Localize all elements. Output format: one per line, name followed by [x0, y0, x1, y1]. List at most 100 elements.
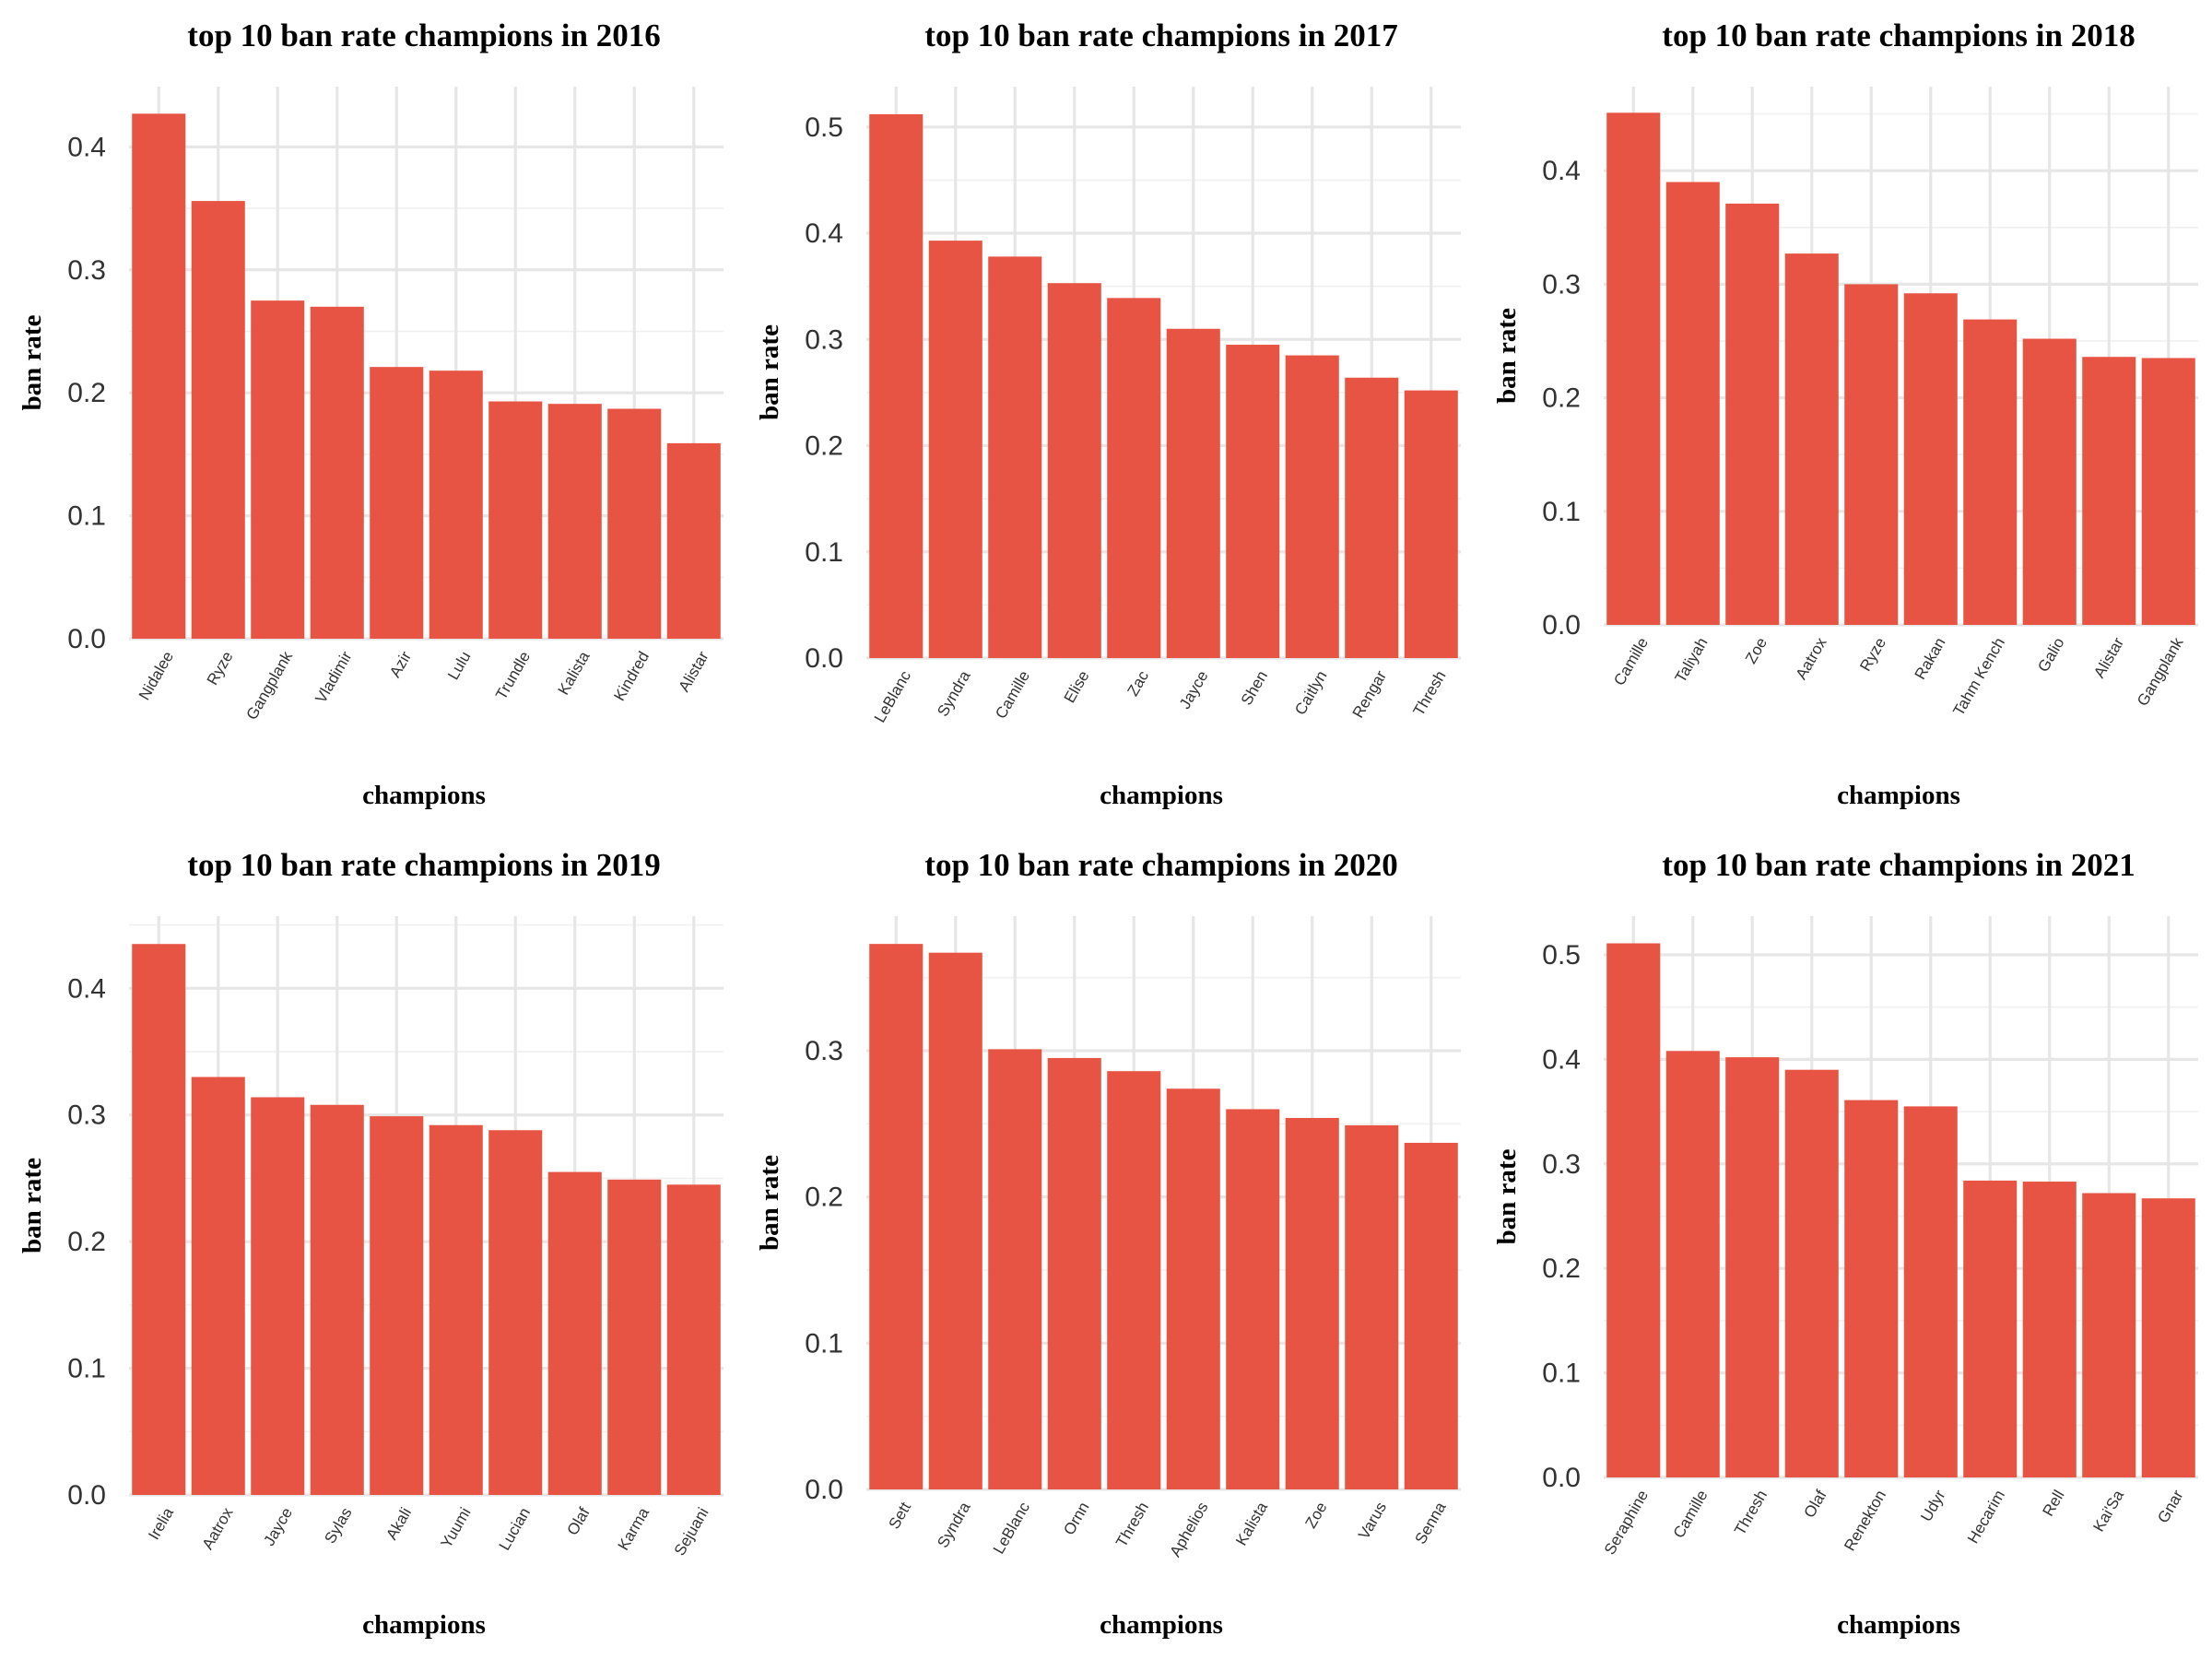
- bar: [1404, 390, 1458, 658]
- x-tick-label: Nidalee: [135, 649, 177, 703]
- bar: [1285, 355, 1339, 658]
- x-tick-label: Camille: [1610, 635, 1652, 689]
- bar: [1725, 1057, 1780, 1477]
- bar: [1166, 328, 1220, 658]
- x-tick-label: Sejuani: [671, 1505, 712, 1559]
- bars: [869, 113, 1458, 658]
- chart-title: top 10 ban rate champions in 2017: [924, 18, 1397, 53]
- x-axis-label: champions: [1837, 1610, 1960, 1640]
- bar: [370, 1116, 424, 1495]
- bar: [2022, 338, 2077, 625]
- y-tick-label: 0.0: [1542, 610, 1581, 641]
- bar: [1226, 1109, 1280, 1489]
- y-tick-label: 0.3: [1542, 269, 1581, 300]
- x-tick-label: Olaf: [564, 1504, 594, 1538]
- y-tick-label: 0.2: [67, 378, 106, 408]
- bar: [2082, 1193, 2136, 1477]
- bar: [2022, 1182, 2077, 1477]
- chart-panel-2019: 0.0 0.1 0.2 0.3 0.4 Irelia Aatrox Jayce Sylas Aka…: [18, 847, 724, 1640]
- y-tick-labels: 0.0 0.1 0.2 0.3 0.4: [67, 973, 106, 1511]
- bar: [132, 944, 186, 1495]
- bar: [132, 113, 186, 639]
- chart-title: top 10 ban rate champions in 2016: [187, 18, 660, 53]
- x-tick-labels: Nidalee Ryze Gangplank Vladimir Azir Lulu Trun…: [135, 648, 712, 723]
- bar: [1844, 284, 1899, 625]
- bar: [607, 1179, 662, 1495]
- bar: [191, 1077, 245, 1495]
- x-tick-label: Caitlyn: [1291, 668, 1330, 719]
- y-tick-label: 0.3: [1542, 1149, 1581, 1180]
- bar: [488, 1130, 543, 1495]
- bar: [1784, 253, 1839, 625]
- x-tick-labels: Irelia Aatrox Jayce Sylas Akali Yuumi Lucian Ol…: [145, 1504, 712, 1559]
- bar: [988, 256, 1042, 658]
- x-tick-label: Camille: [1670, 1488, 1712, 1542]
- bar: [1107, 298, 1161, 658]
- chart-panel-2016: 0.0 0.1 0.2 0.3 0.4 Nidalee Ryze Gangplank Vladi…: [18, 18, 724, 810]
- y-tick-label: 0.1: [67, 501, 106, 532]
- x-tick-label: LeBlanc: [871, 667, 914, 725]
- x-tick-label: Ryze: [1856, 635, 1889, 675]
- bar: [547, 404, 602, 639]
- bar: [869, 944, 924, 1489]
- y-tick-label: 0.3: [67, 255, 106, 286]
- bars: [1606, 112, 2195, 626]
- bar: [928, 952, 982, 1489]
- bar: [1665, 1051, 1720, 1477]
- bar: [191, 201, 245, 640]
- y-axis-label: ban rate: [18, 314, 47, 410]
- bars: [869, 944, 1458, 1489]
- y-tick-label: 0.2: [805, 1182, 843, 1213]
- x-tick-labels: Sett Syndra LeBlanc Ornn Thresh Aphelios Kalis…: [886, 1499, 1450, 1559]
- bar: [2141, 1198, 2195, 1477]
- x-axis-label: champions: [362, 1610, 486, 1640]
- x-tick-label: Sylas: [321, 1505, 355, 1547]
- bar: [310, 1104, 364, 1495]
- bar: [1345, 377, 1399, 658]
- bar: [1725, 203, 1780, 625]
- bar: [988, 1049, 1042, 1489]
- x-tick-label: Akali: [382, 1505, 415, 1543]
- chart-panel-2017: 0.0 0.1 0.2 0.3 0.4 0.5 LeBlanc Syndra Camille El…: [755, 18, 1461, 810]
- y-tick-label: 0.2: [1542, 1253, 1581, 1284]
- y-axis-label: ban rate: [1492, 1148, 1522, 1244]
- x-tick-label: Gangplank: [243, 648, 297, 723]
- x-axis-label: champions: [1100, 781, 1223, 810]
- bar: [1047, 1057, 1101, 1489]
- bar: [928, 241, 982, 658]
- y-tick-label: 0.0: [67, 624, 106, 654]
- y-tick-label: 0.3: [805, 1036, 843, 1066]
- bar: [607, 408, 662, 639]
- y-axis-label: ban rate: [18, 1158, 47, 1253]
- bar: [1047, 283, 1101, 658]
- x-tick-labels: Camille Taliyah Zoe Aatrox Ryze Rakan Tahm Ken…: [1610, 634, 2187, 719]
- x-tick-label: Kai'Sa: [2089, 1487, 2127, 1535]
- y-axis-label: ban rate: [755, 324, 784, 420]
- x-tick-label: Elise: [1061, 668, 1093, 706]
- bar: [1903, 1106, 1958, 1477]
- y-tick-label: 0.0: [805, 1475, 843, 1505]
- bars: [132, 113, 721, 640]
- x-tick-label: Yuumi: [438, 1505, 475, 1551]
- y-tick-label: 0.4: [67, 973, 106, 1004]
- y-tick-label: 0.2: [805, 431, 843, 462]
- x-tick-label: Seraphine: [1601, 1488, 1652, 1559]
- x-tick-label: Ornn: [1060, 1500, 1092, 1538]
- x-axis-label: champions: [362, 781, 486, 810]
- y-tick-label: 0.0: [1542, 1463, 1581, 1493]
- bar: [2082, 357, 2136, 625]
- y-tick-label: 0.3: [805, 324, 843, 355]
- x-tick-label: Azir: [386, 648, 415, 680]
- x-tick-label: Aphelios: [1167, 1500, 1212, 1560]
- x-tick-label: LeBlanc: [990, 1499, 1033, 1557]
- x-tick-label: Jayce: [1176, 668, 1212, 712]
- bar: [1404, 1142, 1458, 1489]
- x-tick-label: Varus: [1355, 1500, 1390, 1543]
- x-tick-label: Kalista: [555, 648, 594, 698]
- bar: [1166, 1088, 1220, 1489]
- y-tick-labels: 0.0 0.1 0.2 0.3 0.4: [67, 132, 106, 654]
- x-tick-label: Rengar: [1349, 667, 1391, 721]
- x-tick-label: Lucian: [496, 1505, 535, 1554]
- bar: [1784, 1069, 1839, 1477]
